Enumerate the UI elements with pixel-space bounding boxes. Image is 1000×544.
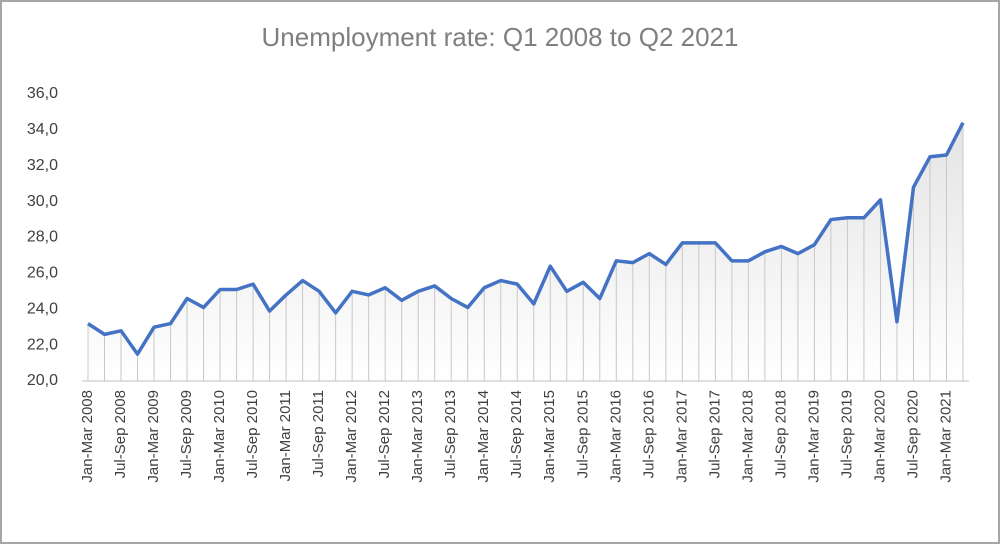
x-tick-label: Jan-Mar 2015 xyxy=(541,390,558,483)
y-tick-label: 28,0 xyxy=(27,229,58,246)
y-tick-label: 24,0 xyxy=(27,300,58,317)
x-tick-label: Jul-Sep 2017 xyxy=(706,390,723,478)
x-tick-label: Jan-Mar 2010 xyxy=(211,390,228,483)
x-tick-label: Jan-Mar 2012 xyxy=(343,390,360,483)
x-tick-label: Jul-Sep 2010 xyxy=(244,390,261,478)
x-tick-label: Jul-Sep 2020 xyxy=(904,390,921,478)
y-tick-label: 36,0 xyxy=(27,85,58,102)
x-tick-label: Jul-Sep 2015 xyxy=(574,390,591,478)
x-tick-label: Jul-Sep 2018 xyxy=(772,390,789,478)
x-tick-label: Jan-Mar 2016 xyxy=(607,390,624,483)
chart-title: Unemployment rate: Q1 2008 to Q2 2021 xyxy=(262,22,739,52)
area xyxy=(88,122,963,381)
line xyxy=(87,121,965,356)
x-tick-label: Jan-Mar 2011 xyxy=(277,390,294,481)
y-tick-label: 22,0 xyxy=(27,336,58,353)
y-tick-label: 20,0 xyxy=(27,372,58,389)
x-tick-label: Jul-Sep 2011 xyxy=(310,390,327,477)
x-tick-label: Jul-Sep 2019 xyxy=(838,390,855,478)
x-tick-label: Jul-Sep 2016 xyxy=(640,390,657,478)
x-tick-label: Jul-Sep 2009 xyxy=(178,390,195,478)
x-tick-label: Jan-Mar 2014 xyxy=(475,390,492,483)
x-tick-label: Jan-Mar 2021 xyxy=(937,390,954,483)
x-tick-label: Jul-Sep 2012 xyxy=(376,390,393,478)
y-tick-label: 30,0 xyxy=(27,193,58,210)
x-tick-label: Jan-Mar 2018 xyxy=(739,390,756,483)
x-tick-label: Jul-Sep 2008 xyxy=(112,390,129,478)
x-tick-label: Jan-Mar 2019 xyxy=(805,390,822,483)
y-tick-label: 32,0 xyxy=(27,157,58,174)
y-tick-label: 26,0 xyxy=(27,265,58,282)
x-tick-label: Jan-Mar 2013 xyxy=(409,390,426,483)
x-tick-label: Jan-Mar 2020 xyxy=(871,390,888,483)
x-tick-label: Jan-Mar 2017 xyxy=(673,390,690,483)
x-tick-label: Jul-Sep 2013 xyxy=(442,390,459,478)
x-tick-label: Jan-Mar 2009 xyxy=(145,390,162,483)
x-tick-label: Jan-Mar 2008 xyxy=(79,390,96,483)
y-tick-label: 34,0 xyxy=(27,121,58,138)
x-tick-label: Jul-Sep 2014 xyxy=(508,390,525,478)
